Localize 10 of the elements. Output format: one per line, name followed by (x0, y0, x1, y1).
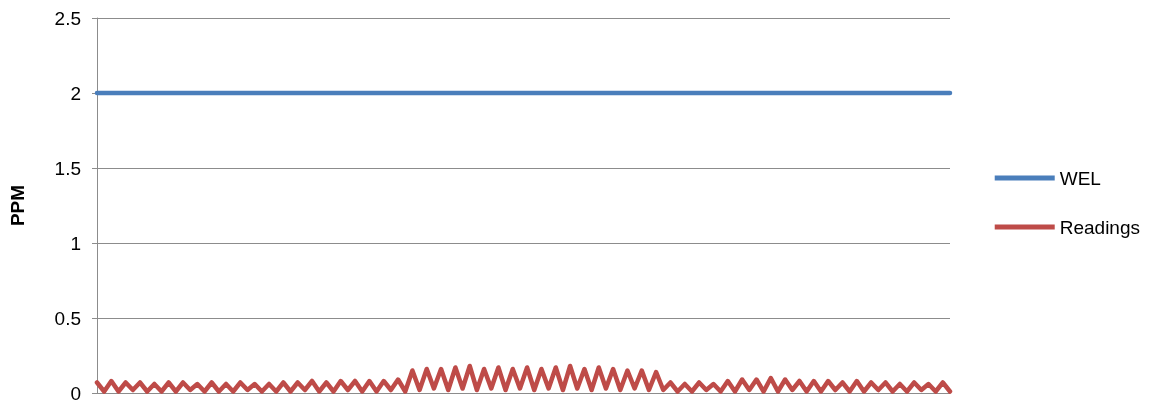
legend-label: WEL (1059, 167, 1101, 189)
y-tick-label: 0.5 (54, 307, 81, 329)
legend-label: Readings (1059, 216, 1140, 238)
y-axis-title: PPM (7, 184, 28, 227)
y-tick-label: 1 (70, 232, 81, 254)
y-tick-label: 2 (70, 82, 81, 104)
y-tick-label: 1.5 (54, 157, 81, 179)
line-series (94, 363, 953, 394)
y-tick-label: 2.5 (54, 7, 81, 29)
y-tick-label: 0 (70, 382, 81, 404)
